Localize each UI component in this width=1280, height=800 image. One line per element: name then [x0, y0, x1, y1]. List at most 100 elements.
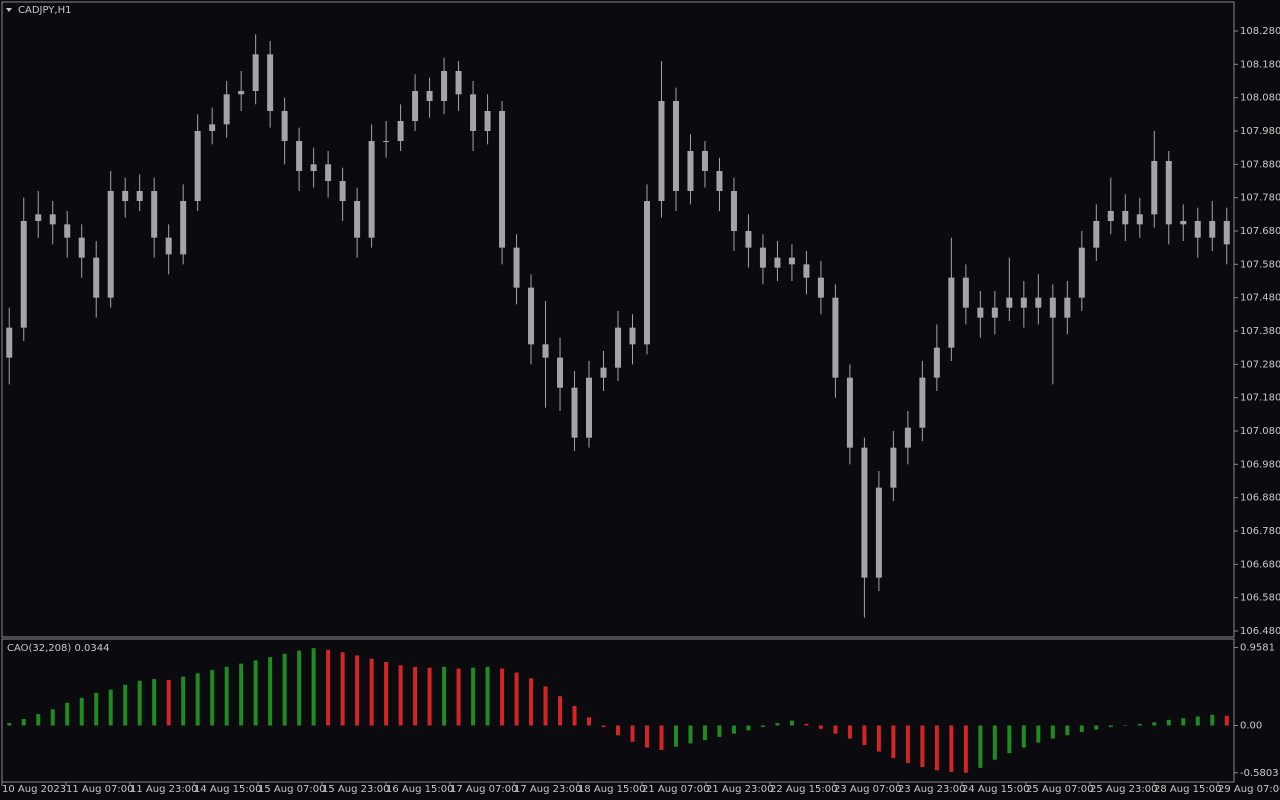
x-tick-label: 24 Aug 15:00: [962, 784, 1029, 795]
candle-body: [1035, 297, 1042, 308]
y-tick-label: 107.580: [1240, 259, 1280, 270]
histogram-bar: [688, 725, 693, 744]
candle-body: [165, 237, 172, 255]
candle-body: [267, 54, 274, 111]
histogram-bar: [500, 668, 505, 726]
histogram-bar: [543, 686, 548, 726]
histogram-bar: [1195, 716, 1200, 726]
candle-body: [1093, 221, 1100, 248]
candle-body: [1020, 297, 1027, 308]
histogram-bar: [7, 723, 12, 726]
histogram-bar: [702, 725, 707, 741]
candle-body: [325, 164, 332, 181]
y-tick-label: 108.180: [1240, 59, 1280, 70]
histogram-bar: [833, 725, 838, 734]
histogram-bar: [992, 725, 997, 760]
candle-body: [455, 71, 462, 95]
candle-body: [238, 91, 245, 95]
histogram-bar: [1036, 725, 1041, 743]
y-tick-label: 106.680: [1240, 559, 1280, 570]
histogram-bar: [369, 658, 374, 726]
candle-body: [788, 257, 795, 265]
candle-body: [643, 201, 650, 345]
candle-body: [194, 131, 201, 201]
histogram-bar: [789, 720, 794, 726]
histogram-bar: [1166, 719, 1171, 726]
histogram-bar: [195, 673, 200, 726]
y-tick-label: 107.880: [1240, 159, 1280, 170]
histogram-bar: [253, 660, 258, 726]
y-tick-label: 106.580: [1240, 593, 1280, 604]
histogram-bar: [601, 725, 606, 728]
candle-body: [78, 237, 85, 258]
histogram-bar: [1181, 718, 1186, 726]
candle-body: [1078, 247, 1085, 298]
candle-body: [412, 91, 419, 121]
candle-body: [49, 214, 56, 225]
symbol-menu-icon[interactable]: [6, 8, 12, 12]
candle-body: [687, 151, 694, 191]
candle-body: [20, 221, 27, 328]
candle-body: [354, 201, 361, 238]
candle-body: [1223, 221, 1230, 245]
histogram-bar: [949, 725, 954, 772]
chart-title: CADJPY,H1: [18, 5, 71, 16]
x-tick-label: 11 Aug 07:00: [66, 784, 133, 795]
candle-body: [875, 487, 882, 578]
x-tick-label: 17 Aug 23:00: [514, 784, 581, 795]
y-tick-label: 108.080: [1240, 93, 1280, 104]
x-tick-label: 22 Aug 15:00: [770, 784, 837, 795]
histogram-bar: [847, 725, 852, 739]
x-tick-label: 16 Aug 15:00: [386, 784, 453, 795]
histogram-bar: [36, 714, 41, 726]
y-tick-label: 107.780: [1240, 193, 1280, 204]
candle-body: [441, 71, 448, 101]
histogram-bar: [1137, 723, 1142, 726]
histogram-bar: [862, 725, 867, 746]
x-tick-label: 18 Aug 15:00: [578, 784, 645, 795]
histogram-bar: [282, 653, 287, 726]
candle-body: [383, 141, 390, 142]
candle-body: [1064, 297, 1071, 318]
candle-body: [977, 307, 984, 318]
x-tick-label: 23 Aug 07:00: [834, 784, 901, 795]
histogram-bar: [297, 650, 302, 726]
histogram-bar: [1065, 725, 1070, 736]
candle-body: [310, 164, 317, 171]
candle-body: [832, 297, 839, 378]
x-tick-label: 17 Aug 07:00: [450, 784, 517, 795]
candle-body: [730, 191, 737, 231]
main-panel-frame: [1, 1, 1235, 638]
histogram-bar: [529, 678, 534, 726]
histogram-bar: [587, 717, 592, 726]
y-tick-label: 106.980: [1240, 459, 1280, 470]
histogram-bar: [630, 725, 635, 742]
histogram-bar: [673, 725, 678, 747]
candle-body: [223, 94, 230, 125]
histogram-bar: [456, 668, 461, 726]
histogram-bar: [514, 672, 519, 726]
candle-body: [122, 191, 129, 201]
candle-body: [803, 264, 810, 278]
candle-body: [1049, 297, 1056, 318]
histogram-bar: [311, 648, 316, 726]
histogram-bar: [340, 652, 345, 726]
candle-body: [1209, 221, 1216, 238]
candle-body: [1151, 161, 1158, 215]
histogram-bar: [804, 723, 809, 726]
candle-body: [846, 377, 853, 448]
y-tick-label: 107.480: [1240, 293, 1280, 304]
histogram-bar: [1050, 725, 1055, 739]
histogram-bar: [181, 676, 186, 726]
histogram-bar: [50, 709, 55, 726]
candle-body: [586, 377, 593, 438]
candle-body: [933, 347, 940, 378]
candle-body: [397, 121, 404, 141]
candle-body: [484, 111, 491, 131]
candle-body: [426, 91, 433, 101]
y-tick-label: 108.280: [1240, 26, 1280, 37]
candle-body: [991, 307, 998, 318]
candle-body: [745, 231, 752, 248]
candle-body: [600, 367, 607, 378]
